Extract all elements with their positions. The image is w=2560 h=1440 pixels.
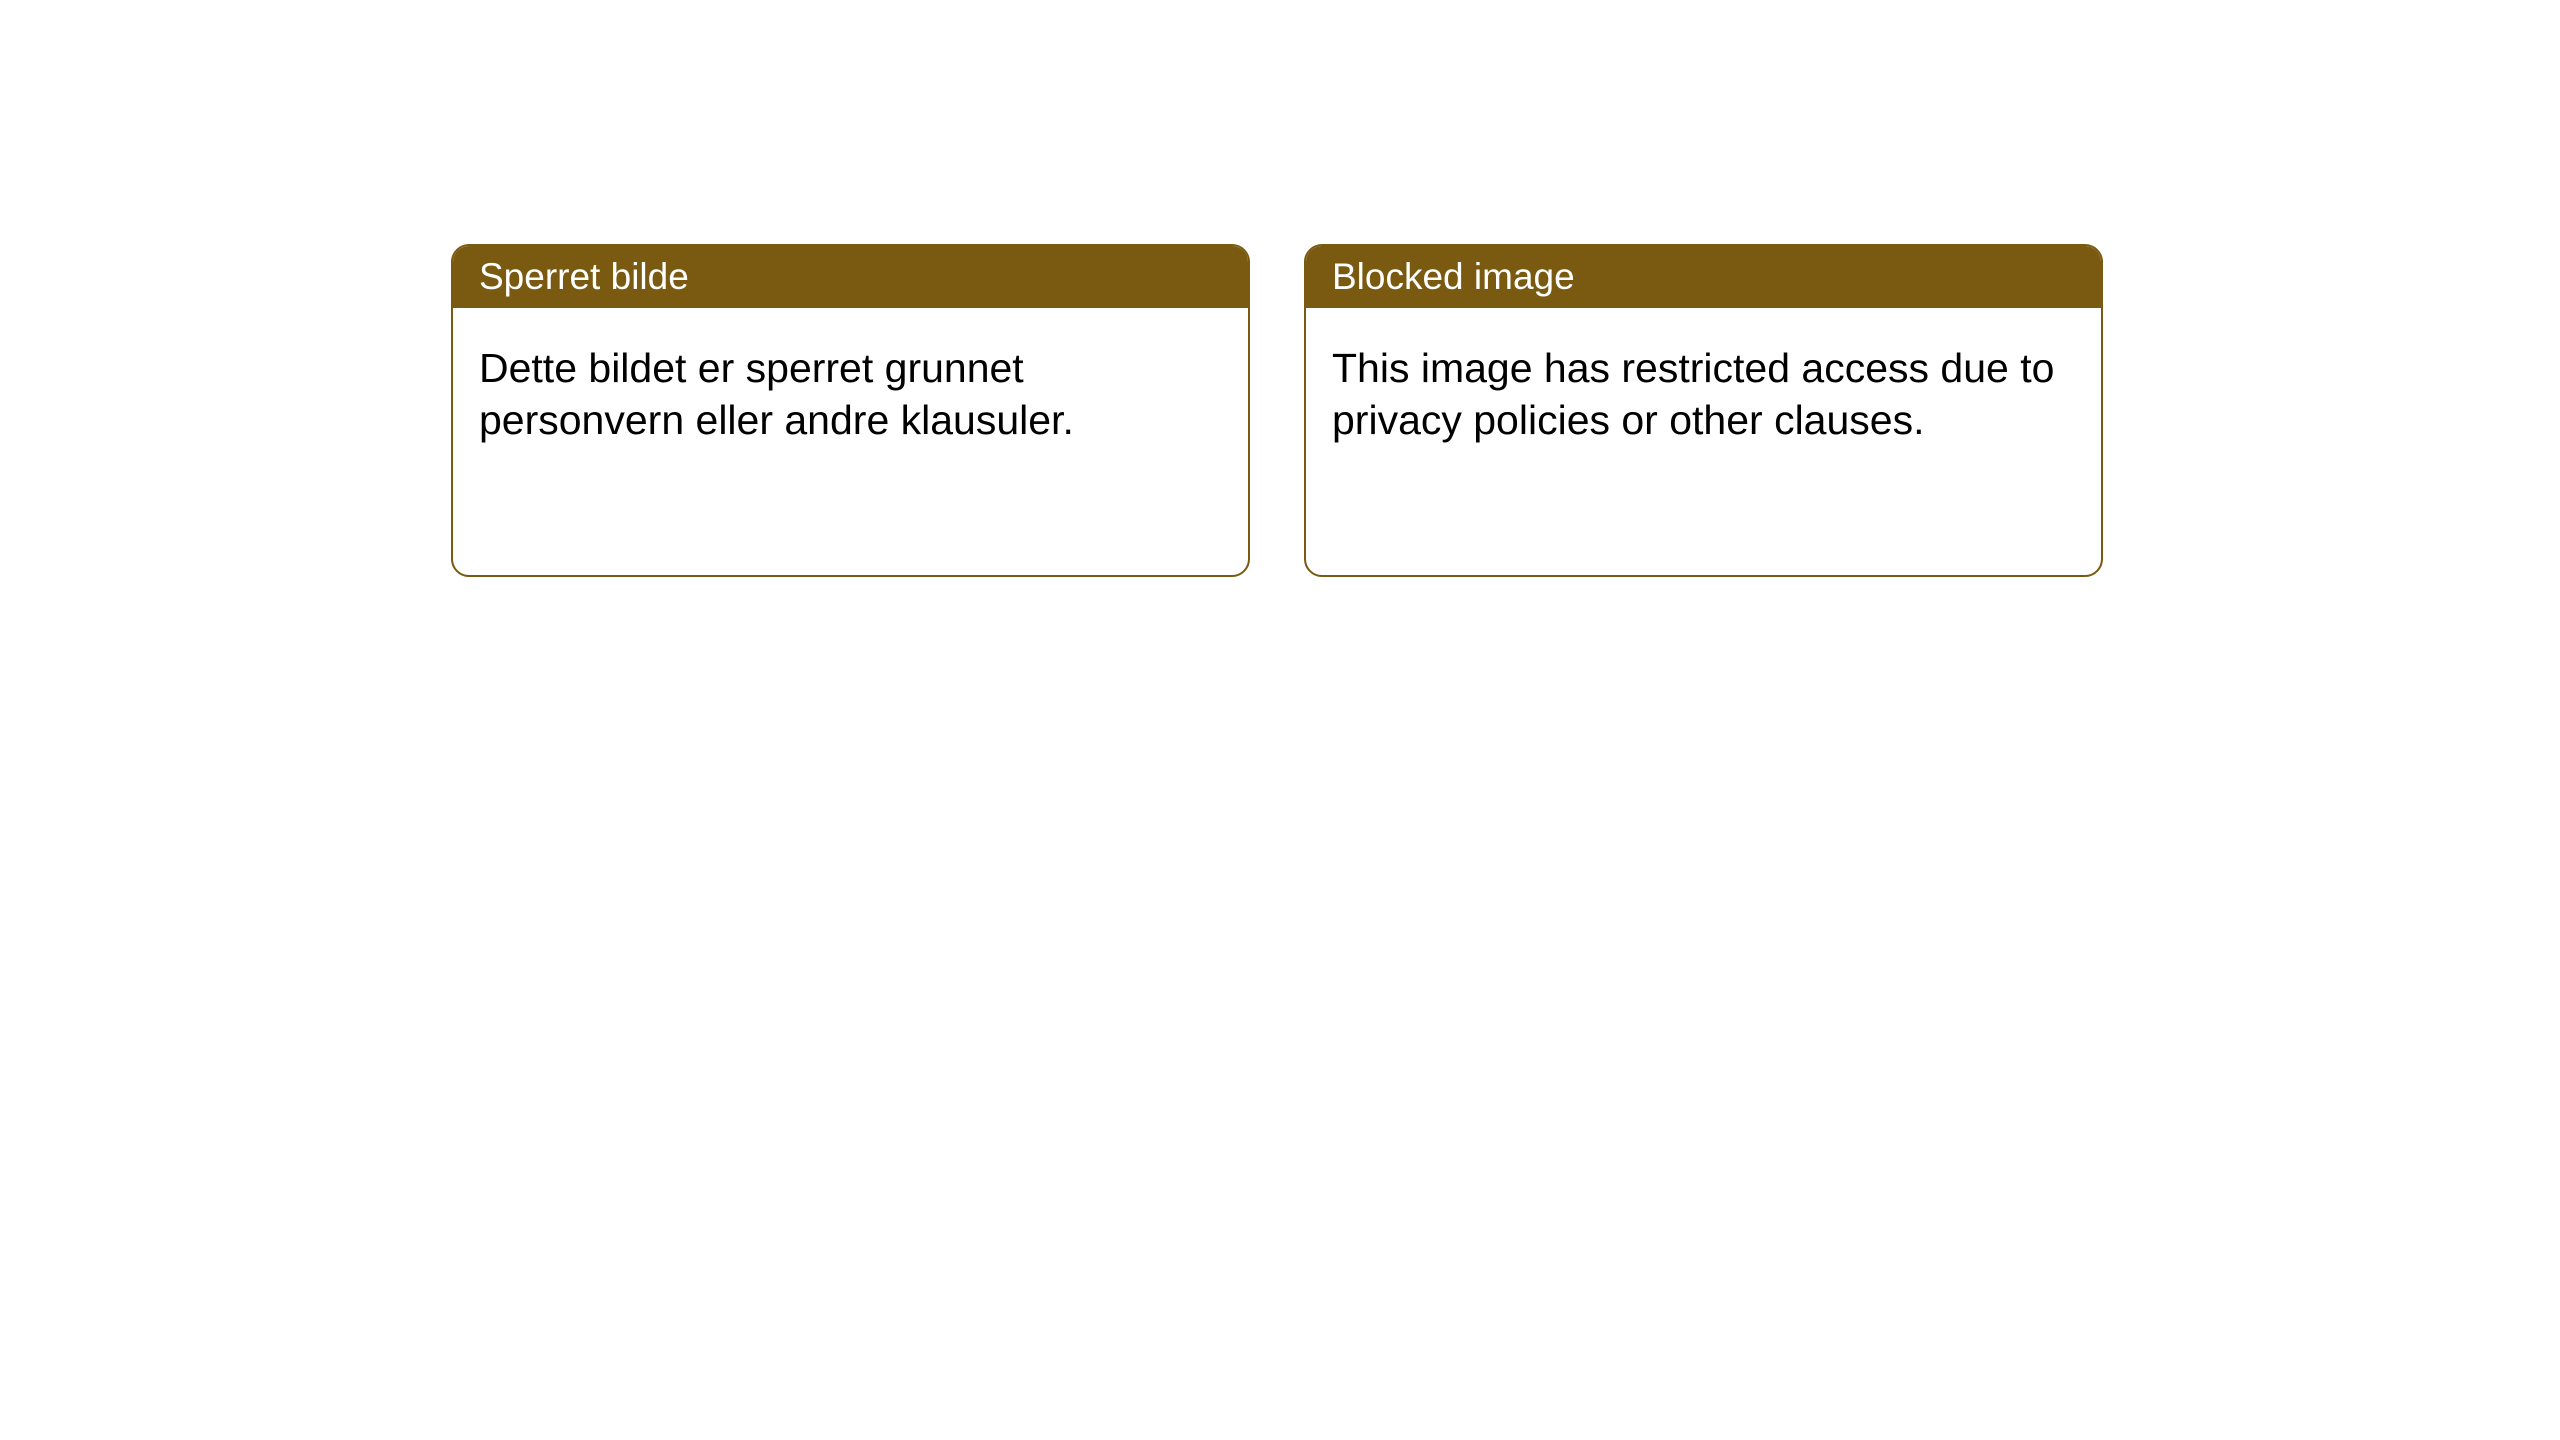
notice-card-norwegian: Sperret bilde Dette bildet er sperret gr…: [451, 244, 1250, 577]
notice-card-english: Blocked image This image has restricted …: [1304, 244, 2103, 577]
notice-container: Sperret bilde Dette bildet er sperret gr…: [451, 244, 2103, 577]
notice-body: This image has restricted access due to …: [1306, 308, 2101, 481]
notice-header: Blocked image: [1306, 246, 2101, 308]
notice-header: Sperret bilde: [453, 246, 1248, 308]
notice-body: Dette bildet er sperret grunnet personve…: [453, 308, 1248, 481]
